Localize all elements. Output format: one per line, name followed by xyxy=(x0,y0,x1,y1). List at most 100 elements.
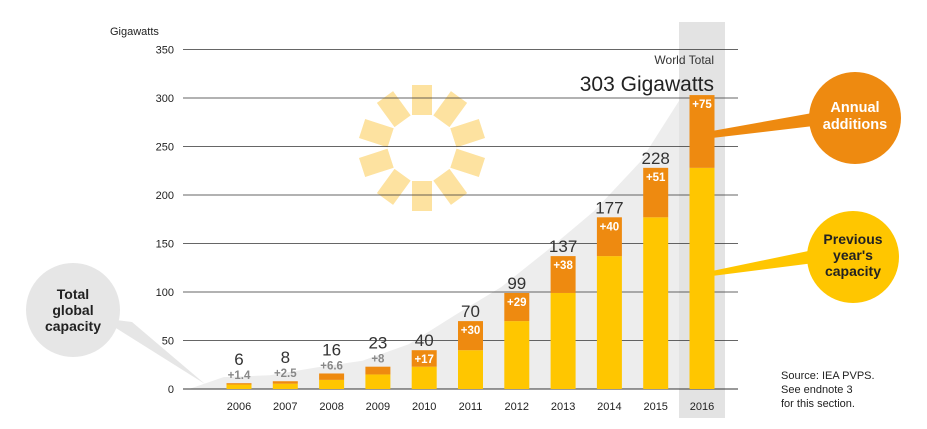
x-tick-label: 2015 xyxy=(643,401,667,413)
addition-label: +38 xyxy=(553,260,573,272)
x-tick-label: 2012 xyxy=(505,401,529,413)
sun-ray xyxy=(358,148,394,177)
sun-ray xyxy=(433,168,468,205)
x-tick-label: 2006 xyxy=(227,401,251,413)
bubble-text: Total xyxy=(57,286,89,302)
y-tick-label: 150 xyxy=(156,239,174,251)
world-total-value: 303 Gigawatts xyxy=(580,73,714,96)
sun-ray xyxy=(450,148,486,177)
total-label: 137 xyxy=(549,237,577,256)
bar-addition xyxy=(643,167,669,218)
annual-additions-bubble xyxy=(809,72,901,164)
addition-label: +51 xyxy=(646,172,666,184)
bar-previous xyxy=(596,256,622,389)
sun-ray xyxy=(433,91,468,128)
x-tick-label: 2016 xyxy=(690,401,714,413)
bubble-pointer xyxy=(712,112,822,138)
sun-ray xyxy=(376,91,411,128)
addition-label: +8 xyxy=(371,354,385,366)
bubble-text: capacity xyxy=(825,263,881,279)
x-tick-label: 2011 xyxy=(459,401,483,413)
total-label: 40 xyxy=(415,331,434,350)
bubble-pointer xyxy=(100,318,205,384)
bar-addition xyxy=(550,256,576,293)
y-tick-label: 200 xyxy=(156,190,174,202)
bubble-text: global xyxy=(52,302,93,318)
bar-addition xyxy=(689,95,715,168)
addition-label: +17 xyxy=(414,354,434,366)
bar-previous xyxy=(411,366,437,389)
bubble-text: year's xyxy=(833,247,873,263)
total-label: 177 xyxy=(595,198,623,217)
y-axis-label: Gigawatts xyxy=(110,26,159,38)
addition-label: +40 xyxy=(600,221,620,233)
y-tick-label: 50 xyxy=(162,336,174,348)
total-label: 16 xyxy=(322,340,341,359)
previous-capacity-bubble xyxy=(807,211,899,303)
bar-addition xyxy=(226,383,252,385)
bubble-text: Previous xyxy=(823,231,882,247)
total-label: 6 xyxy=(234,350,243,369)
sun-ray xyxy=(450,119,486,148)
source-note: Source: IEA PVPS. See endnote 3 for this… xyxy=(781,369,875,411)
bar-previous xyxy=(504,321,530,389)
addition-label: +1.4 xyxy=(228,370,251,382)
bubble-text: Annual xyxy=(830,100,879,116)
source-line: for this section. xyxy=(781,398,855,410)
addition-label: +75 xyxy=(692,99,712,111)
bar-previous xyxy=(272,383,298,389)
bar-previous xyxy=(365,374,391,389)
bar-addition xyxy=(319,373,345,380)
sun-ray xyxy=(412,85,432,115)
source-line: See endnote 3 xyxy=(781,384,853,396)
x-tick-label: 2013 xyxy=(551,401,575,413)
total-label: 228 xyxy=(642,149,670,168)
capacity-trend-area xyxy=(189,89,723,389)
source-line: Source: IEA PVPS. xyxy=(781,370,875,382)
x-tick-label: 2009 xyxy=(366,401,390,413)
x-tick-label: 2014 xyxy=(597,401,621,413)
total-label: 70 xyxy=(461,302,480,321)
world-total-label: World Total xyxy=(654,53,714,67)
bubble-text: additions xyxy=(823,117,887,133)
y-tick-label: 300 xyxy=(156,93,174,105)
bar-previous xyxy=(550,292,576,389)
trend-area xyxy=(189,89,723,389)
total-label: 99 xyxy=(507,274,526,293)
x-tick-label: 2008 xyxy=(319,401,343,413)
bar-addition xyxy=(504,292,530,322)
bar-previous xyxy=(319,379,345,389)
sun-ray xyxy=(358,119,394,148)
total-label: 8 xyxy=(281,348,290,367)
sun-icon xyxy=(358,85,486,211)
addition-label: +2.5 xyxy=(274,368,297,380)
bar-previous xyxy=(689,167,715,389)
addition-label: +30 xyxy=(461,325,481,337)
sun-ray xyxy=(376,168,411,205)
bar-addition xyxy=(365,366,391,375)
bar-previous xyxy=(458,350,483,389)
bubble-pointer xyxy=(712,249,822,276)
bar-labels: 2006 +1.46 2007 +2.58 2008 +6.616 2009 +823 2010… xyxy=(227,99,714,413)
bar-previous xyxy=(226,384,252,389)
y-tick-label: 100 xyxy=(156,287,174,299)
callouts: TotalglobalcapacityAnnualadditionsPrevio… xyxy=(26,72,901,384)
total-label: 23 xyxy=(368,334,387,353)
addition-label: +6.6 xyxy=(320,360,343,372)
bubble-text: capacity xyxy=(45,318,101,334)
bar-addition xyxy=(272,381,298,384)
y-tick-label: 350 xyxy=(156,45,174,57)
x-tick-label: 2007 xyxy=(273,401,297,413)
bar-addition xyxy=(596,217,622,257)
x-tick-label: 2010 xyxy=(412,401,436,413)
bars xyxy=(226,95,715,389)
addition-label: +29 xyxy=(507,297,527,309)
bar-previous xyxy=(643,217,669,389)
total-capacity-bubble xyxy=(26,263,120,357)
y-tick-label: 250 xyxy=(156,142,174,154)
bar-addition xyxy=(411,350,437,367)
sun-ray xyxy=(412,181,432,211)
y-tick-label: 0 xyxy=(168,384,174,396)
bar-addition xyxy=(458,321,483,351)
